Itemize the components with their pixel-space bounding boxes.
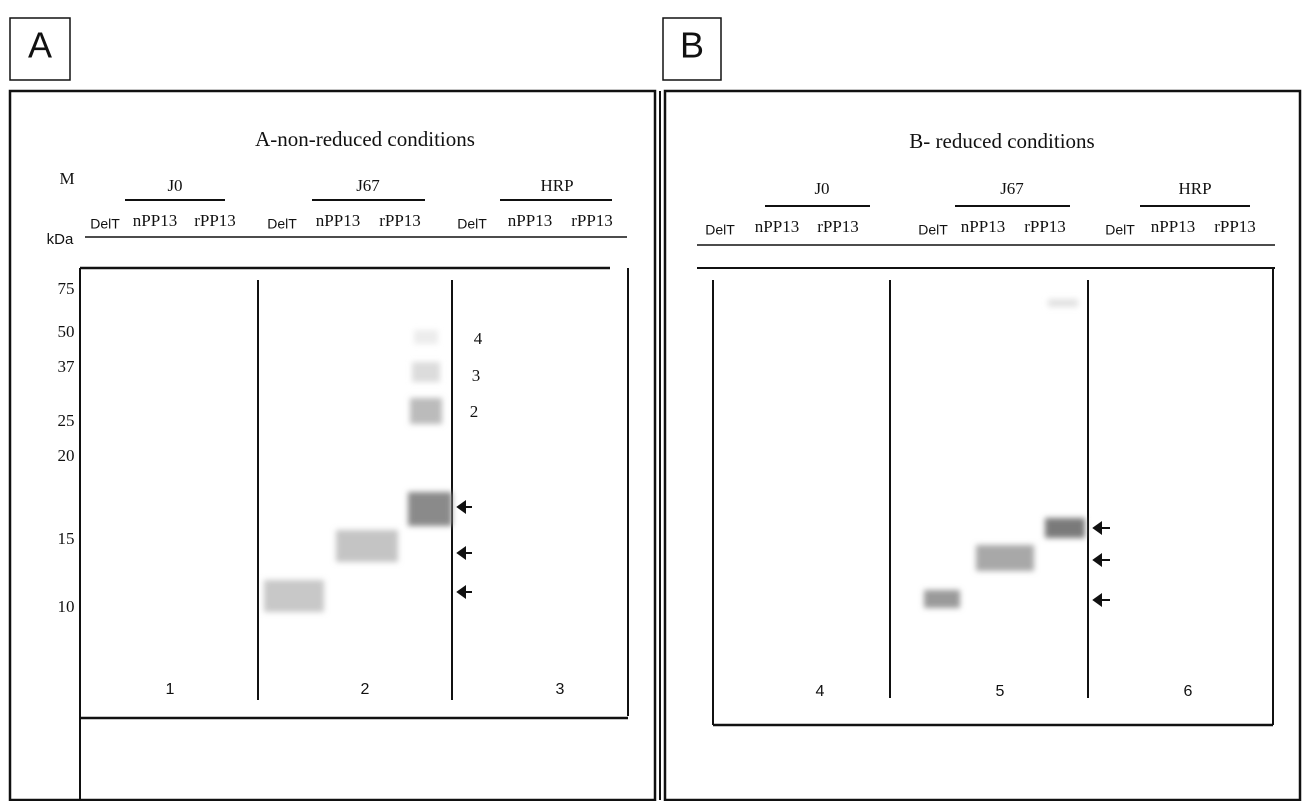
lane-label: rPP13 bbox=[571, 211, 613, 230]
marker-label: 75 bbox=[58, 279, 75, 298]
band bbox=[264, 580, 324, 612]
section-number: 6 bbox=[1184, 683, 1193, 700]
marker-label: 10 bbox=[58, 597, 75, 616]
band-label: 3 bbox=[472, 366, 481, 385]
band bbox=[976, 545, 1034, 571]
lane-label: rPP13 bbox=[379, 211, 421, 230]
band bbox=[1048, 299, 1078, 307]
group-name: J0 bbox=[814, 179, 829, 198]
marker-header: M bbox=[59, 169, 74, 188]
lane-label: rPP13 bbox=[817, 217, 859, 236]
group-name: HRP bbox=[540, 176, 573, 195]
arrow bbox=[456, 585, 472, 599]
band bbox=[410, 398, 442, 424]
lane-label: nPP13 bbox=[316, 211, 360, 230]
marker-label: 25 bbox=[58, 411, 75, 430]
lane-label: nPP13 bbox=[508, 211, 552, 230]
lane-label: DelT bbox=[90, 216, 120, 232]
band bbox=[414, 330, 438, 344]
band-label: 2 bbox=[470, 402, 479, 421]
panel-letter: A bbox=[28, 25, 52, 66]
lane-label: rPP13 bbox=[1214, 217, 1256, 236]
section-number: 2 bbox=[361, 681, 370, 698]
lane-label: nPP13 bbox=[755, 217, 799, 236]
group-name: HRP bbox=[1178, 179, 1211, 198]
band bbox=[924, 590, 960, 608]
section-number: 5 bbox=[996, 683, 1005, 700]
arrow bbox=[1092, 593, 1110, 607]
section-number: 3 bbox=[556, 681, 565, 698]
lane-label: nPP13 bbox=[961, 217, 1005, 236]
lane-label: DelT bbox=[705, 222, 735, 238]
marker-header: kDa bbox=[47, 231, 74, 248]
group-name: J0 bbox=[167, 176, 182, 195]
group-name: J67 bbox=[356, 176, 380, 195]
frames bbox=[8, 17, 1302, 801]
bands bbox=[264, 299, 1085, 612]
arrow bbox=[456, 546, 472, 560]
lane-label: nPP13 bbox=[1151, 217, 1195, 236]
arrows bbox=[456, 500, 1110, 607]
marker-label: 15 bbox=[58, 529, 75, 548]
panel-title: A-non-reduced conditions bbox=[255, 127, 475, 151]
band bbox=[408, 492, 452, 526]
lane-label: nPP13 bbox=[133, 211, 177, 230]
lane-label: DelT bbox=[267, 216, 297, 232]
section-number: 1 bbox=[166, 681, 175, 698]
marker-label: 20 bbox=[58, 446, 75, 465]
letter-box bbox=[9, 17, 71, 81]
lane-label: DelT bbox=[1105, 222, 1135, 238]
band bbox=[1045, 518, 1085, 538]
arrow bbox=[456, 500, 472, 514]
band bbox=[336, 530, 398, 562]
letter-box bbox=[662, 17, 722, 81]
marker-label: 50 bbox=[58, 322, 75, 341]
lane-label: DelT bbox=[457, 216, 487, 232]
lane-label: rPP13 bbox=[194, 211, 236, 230]
panel-frame bbox=[8, 89, 657, 801]
panel-frame bbox=[663, 89, 1302, 801]
lane-label: rPP13 bbox=[1024, 217, 1066, 236]
lane-label: DelT bbox=[918, 222, 948, 238]
group-name: J67 bbox=[1000, 179, 1024, 198]
panel-title: B- reduced conditions bbox=[909, 129, 1094, 153]
arrow bbox=[1092, 521, 1110, 535]
section-number: 4 bbox=[816, 683, 825, 700]
panel-letter: B bbox=[680, 25, 704, 66]
band-label: 4 bbox=[474, 329, 483, 348]
arrow bbox=[1092, 553, 1110, 567]
marker-label: 37 bbox=[58, 357, 76, 376]
band bbox=[412, 362, 440, 382]
